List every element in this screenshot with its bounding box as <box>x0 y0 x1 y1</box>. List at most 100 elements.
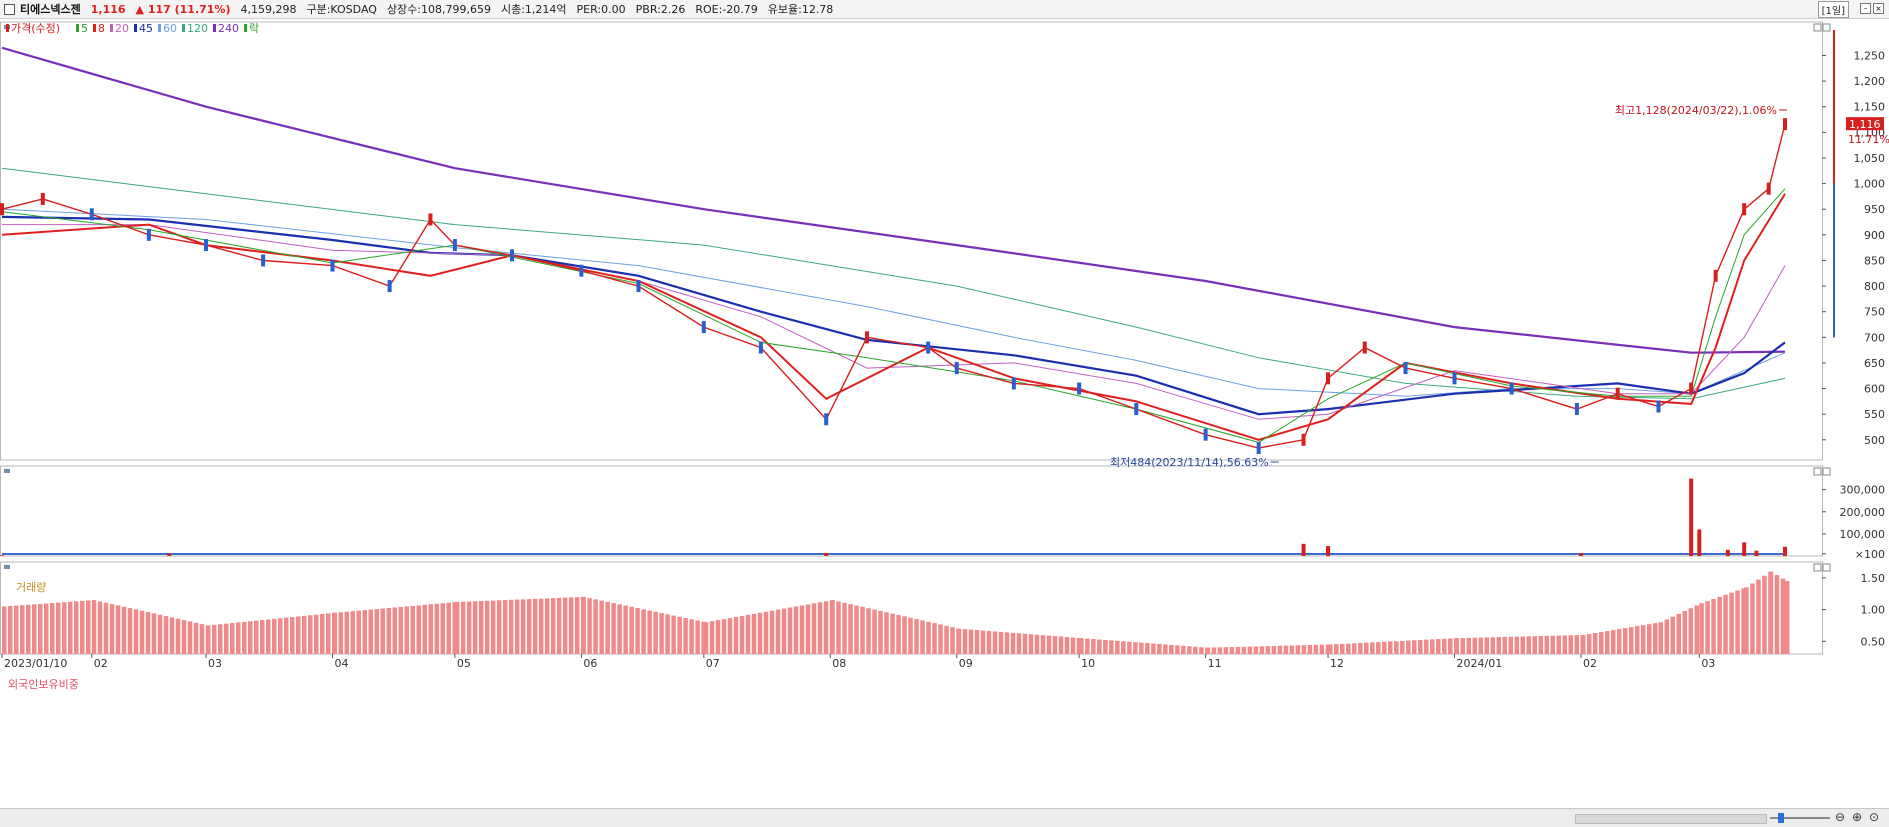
price-candle <box>1326 372 1331 385</box>
foreign-bar <box>1169 644 1174 654</box>
panel-handle-icon[interactable] <box>4 565 10 569</box>
volume-bar <box>824 552 829 556</box>
legend-item[interactable]: 60 <box>163 22 177 35</box>
zoom-reset-icon[interactable]: ⊙ <box>1869 810 1880 824</box>
foreign-bar <box>1448 638 1453 654</box>
foreign-bar <box>1085 638 1090 654</box>
foreign-bar <box>434 603 439 654</box>
foreign-bar <box>68 601 73 654</box>
foreign-bar <box>653 611 658 654</box>
price-series <box>0 46 1787 454</box>
price-candle <box>1742 203 1747 216</box>
stock-name[interactable]: 티에스넥스젠 <box>20 3 81 16</box>
panel-close-icon[interactable] <box>1822 563 1831 572</box>
foreign-bar <box>1538 636 1544 654</box>
legend-item[interactable]: 락 <box>249 22 259 35</box>
panel-minimize-icon[interactable] <box>1813 467 1822 476</box>
foreign-bar <box>709 621 715 654</box>
foreign-bar <box>1436 639 1441 654</box>
zoom-in-icon[interactable]: ⊕ <box>1852 810 1863 824</box>
foreign-bar <box>1592 633 1598 654</box>
foreign-y-axis: 1.50 1.00 0.50 <box>1822 572 1885 648</box>
foreign-bar <box>1406 640 1411 654</box>
foreign-bar <box>980 630 986 654</box>
price-candle <box>701 321 706 334</box>
foreign-bar <box>854 605 859 654</box>
foreign-bar <box>169 617 175 654</box>
price-candle <box>452 239 457 252</box>
foreign-bar <box>1199 647 1204 654</box>
volume-bar <box>1301 543 1306 556</box>
x-tick-label: 09 <box>959 657 973 670</box>
foreign-bar <box>599 600 604 654</box>
foreign-bar <box>1382 641 1387 654</box>
price-candle <box>1011 377 1016 390</box>
zoom-slider[interactable] <box>1770 817 1830 819</box>
legend-swatch <box>6 24 9 32</box>
panel-close-icon[interactable] <box>1822 23 1831 32</box>
legend-item[interactable]: 20 <box>115 22 129 35</box>
volume-y-axis: 300,000 200,000 100,000 ×100 <box>2 484 1885 561</box>
scroll-thumb[interactable] <box>1575 814 1767 824</box>
x-tick-label: 04 <box>334 657 348 670</box>
foreign-bar <box>422 604 427 654</box>
price-candle <box>636 280 641 293</box>
foreign-bar <box>581 596 586 654</box>
foreign-bar <box>236 622 241 654</box>
roe-value: ROE:-20.79 <box>695 2 758 16</box>
volume-bar <box>1754 550 1759 556</box>
legend-item[interactable]: 8 <box>98 22 105 35</box>
legend-item[interactable]: 5 <box>81 22 88 35</box>
foreign-bar <box>962 629 968 654</box>
price-candle <box>0 203 4 216</box>
foreign-bar <box>1040 635 1046 654</box>
panel-minimize-icon[interactable] <box>1813 563 1822 572</box>
legend-item[interactable]: 가격(수정) <box>11 22 60 35</box>
minimize-icon[interactable]: – <box>1860 3 1871 14</box>
zoom-slider-knob[interactable] <box>1778 813 1784 823</box>
x-tick-label: 12 <box>1330 657 1344 670</box>
foreign-bar <box>1205 647 1211 654</box>
foreign-bar <box>428 604 433 654</box>
foreign-bar <box>320 614 325 654</box>
foreign-bar <box>302 615 307 654</box>
legend-swatch <box>134 24 137 32</box>
price-candle <box>1134 403 1139 416</box>
panel-handle-icon[interactable] <box>4 469 10 473</box>
panel-minimize-icon[interactable] <box>1813 23 1822 32</box>
x-tick-label: 2023/01/10 <box>4 657 67 670</box>
foreign-bar <box>1283 645 1289 654</box>
foreign-bar <box>181 620 187 654</box>
legend-item[interactable]: 240 <box>218 22 239 35</box>
price-tick-label: 1,000 <box>1854 178 1886 191</box>
listed-shares: 상장수:108,799,659 <box>386 3 491 16</box>
foreign-bar <box>1052 636 1058 654</box>
price-tick-label: 650 <box>1864 357 1885 370</box>
price-tick-label: 950 <box>1864 203 1885 216</box>
foreign-bar <box>1046 635 1052 654</box>
foreign-bar <box>1241 646 1247 654</box>
zoom-out-icon[interactable]: ⊖ <box>1835 810 1846 824</box>
panel-close-icon[interactable] <box>1822 467 1831 476</box>
foreign-bar <box>1163 644 1168 654</box>
period-selector[interactable]: [1일] <box>1817 1 1849 18</box>
foreign-bar <box>121 606 127 654</box>
chart-scrollbar[interactable]: ⊖ ⊕ ⊙ <box>0 808 1889 827</box>
foreign-bar <box>133 609 139 654</box>
foreign-bar <box>1022 633 1028 654</box>
foreign-bar <box>86 600 91 654</box>
price-tick-label: 550 <box>1864 408 1885 421</box>
foreign-bar <box>677 616 682 654</box>
close-icon[interactable]: × <box>1873 3 1884 14</box>
legend-item[interactable]: 45 <box>139 22 153 35</box>
price-candle <box>1656 400 1661 413</box>
foreign-bar <box>1235 646 1241 654</box>
checkbox[interactable] <box>4 3 15 15</box>
price-tag <box>1846 117 1884 131</box>
volume-bar <box>0 555 4 556</box>
foreign-bar <box>920 620 925 654</box>
foreign-tick-label: 1.50 <box>1861 572 1886 585</box>
foreign-bar <box>230 623 235 654</box>
foreign-bar <box>1750 583 1755 654</box>
legend-item[interactable]: 120 <box>187 22 208 35</box>
